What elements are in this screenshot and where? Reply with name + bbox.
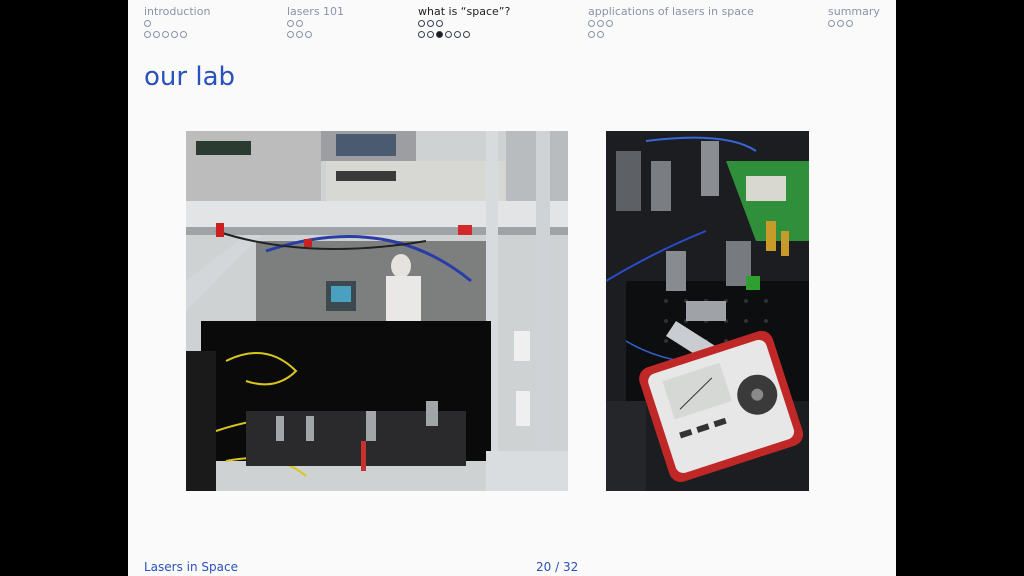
nav-dot[interactable] xyxy=(162,31,169,38)
nav-dot[interactable] xyxy=(144,20,151,27)
nav-dot[interactable] xyxy=(828,20,835,27)
nav-dot[interactable] xyxy=(597,31,604,38)
nav-dot[interactable] xyxy=(606,20,613,27)
nav-dot[interactable] xyxy=(287,20,294,27)
nav-dot[interactable] xyxy=(180,31,187,38)
nav-dot[interactable] xyxy=(846,20,853,27)
nav-title: what is “space”? xyxy=(418,5,511,18)
nav-dot[interactable] xyxy=(418,20,425,27)
nav-section-summary[interactable]: summary xyxy=(828,5,880,31)
nav-dots xyxy=(828,20,880,31)
nav-dots xyxy=(287,20,344,42)
nav-dot-row xyxy=(287,20,344,31)
nav-dot[interactable] xyxy=(588,31,595,38)
nav-dot[interactable] xyxy=(305,31,312,38)
nav-dot[interactable] xyxy=(144,31,151,38)
nav-dot[interactable] xyxy=(427,31,434,38)
nav-dot[interactable] xyxy=(427,20,434,27)
nav-dots xyxy=(588,20,754,42)
optical-bench-photo xyxy=(606,131,809,491)
nav-section-applications[interactable]: applications of lasers in space xyxy=(588,5,754,42)
nav-dot[interactable] xyxy=(153,31,160,38)
nav-title: introduction xyxy=(144,5,211,18)
nav-dot-row xyxy=(588,20,754,31)
nav-dot[interactable] xyxy=(436,31,443,38)
nav-dot-row xyxy=(144,31,210,42)
nav-dot[interactable] xyxy=(418,31,425,38)
nav-dot-row xyxy=(418,31,510,42)
page-number: 20 / 32 xyxy=(536,560,579,574)
nav-dot[interactable] xyxy=(597,20,604,27)
nav-dot-row xyxy=(828,20,880,31)
nav-section-lasers-101[interactable]: lasers 101 xyxy=(287,5,344,42)
slide: introduction lasers 101 what is “space”?… xyxy=(128,0,896,576)
nav-dot[interactable] xyxy=(588,20,595,27)
nav-dot[interactable] xyxy=(454,31,461,38)
nav-dot[interactable] xyxy=(837,20,844,27)
nav-section-introduction[interactable]: introduction xyxy=(144,5,210,42)
nav-dot-row xyxy=(144,20,210,31)
nav-dot[interactable] xyxy=(171,31,178,38)
nav-dot[interactable] xyxy=(296,20,303,27)
nav-dot[interactable] xyxy=(436,20,443,27)
nav-title: lasers 101 xyxy=(287,5,345,18)
nav-title: summary xyxy=(828,5,880,18)
nav-dot-row xyxy=(588,31,754,42)
nav-dot-row xyxy=(287,31,344,42)
nav-dots xyxy=(144,20,210,42)
nav-title: applications of lasers in space xyxy=(588,5,754,18)
nav-dot[interactable] xyxy=(287,31,294,38)
nav-section-what-is-space[interactable]: what is “space”? xyxy=(418,5,510,42)
frame-title: our lab xyxy=(144,62,235,92)
lab-photo-optical-table xyxy=(186,131,568,491)
footer-title: Lasers in Space xyxy=(144,560,238,574)
nav-dot[interactable] xyxy=(296,31,303,38)
nav-dot[interactable] xyxy=(463,31,470,38)
nav-dots xyxy=(418,20,510,42)
nav-dot-row xyxy=(418,20,510,31)
nav-dot[interactable] xyxy=(445,31,452,38)
